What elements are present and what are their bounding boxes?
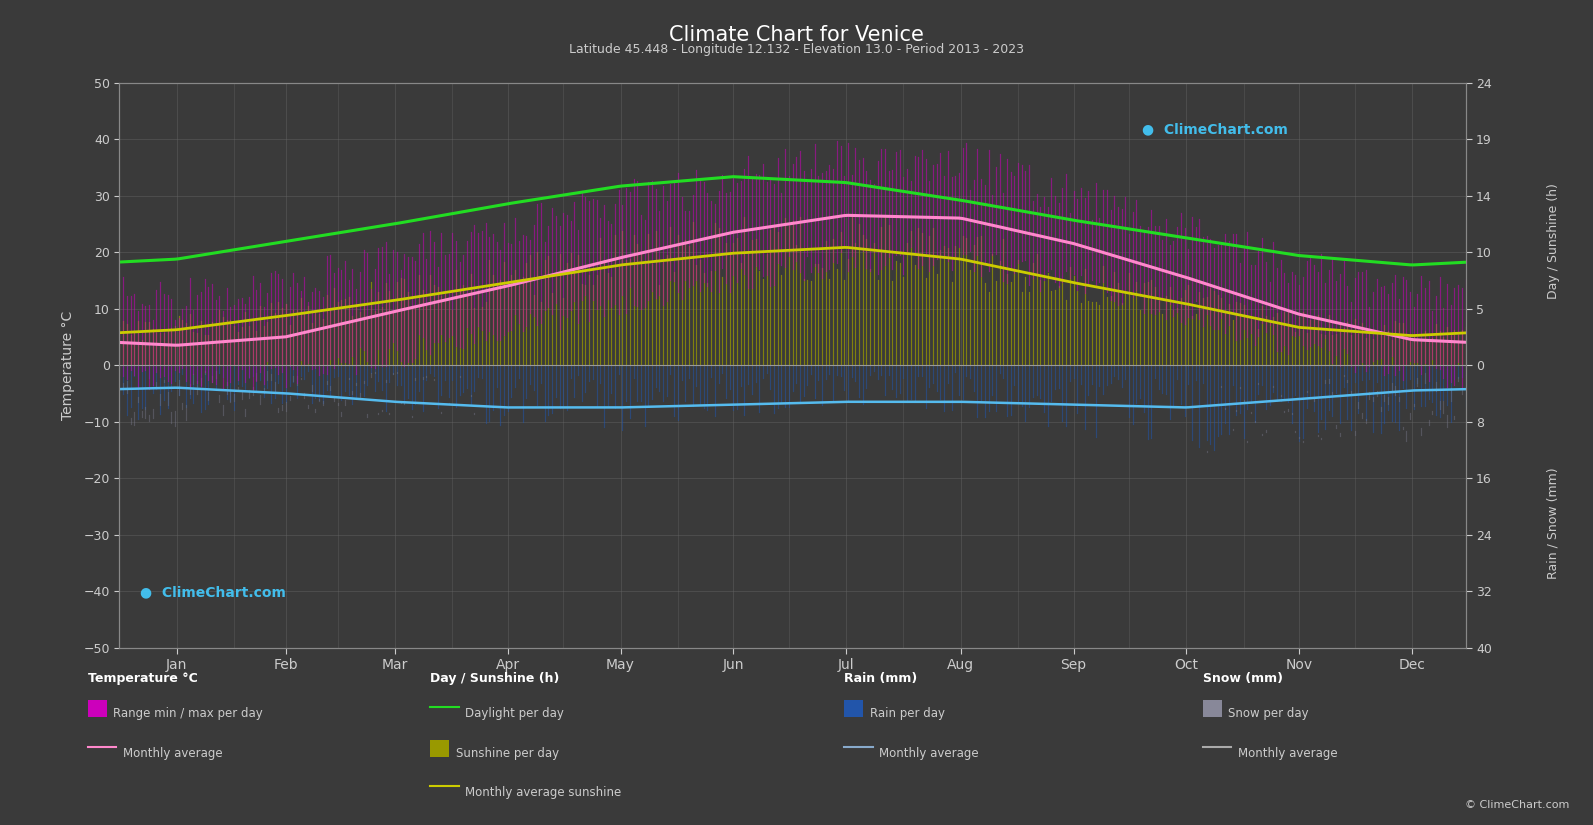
Text: Rain per day: Rain per day	[870, 707, 945, 720]
Text: Temperature °C: Temperature °C	[88, 672, 198, 686]
Text: Daylight per day: Daylight per day	[465, 707, 564, 720]
Text: Rain (mm): Rain (mm)	[844, 672, 918, 686]
Text: Monthly average: Monthly average	[123, 747, 223, 760]
Text: Snow (mm): Snow (mm)	[1203, 672, 1282, 686]
Text: Climate Chart for Venice: Climate Chart for Venice	[669, 25, 924, 45]
Text: Monthly average: Monthly average	[1238, 747, 1338, 760]
Text: © ClimeChart.com: © ClimeChart.com	[1464, 800, 1569, 810]
Text: Day / Sunshine (h): Day / Sunshine (h)	[430, 672, 559, 686]
Text: Day / Sunshine (h): Day / Sunshine (h)	[1547, 183, 1560, 299]
Text: Monthly average: Monthly average	[879, 747, 980, 760]
Text: Rain / Snow (mm): Rain / Snow (mm)	[1547, 468, 1560, 579]
Text: Monthly average sunshine: Monthly average sunshine	[465, 786, 621, 799]
Text: Latitude 45.448 - Longitude 12.132 - Elevation 13.0 - Period 2013 - 2023: Latitude 45.448 - Longitude 12.132 - Ele…	[569, 43, 1024, 56]
Text: ●  ClimeChart.com: ● ClimeChart.com	[1142, 122, 1289, 136]
Text: Sunshine per day: Sunshine per day	[456, 747, 559, 760]
Y-axis label: Temperature °C: Temperature °C	[61, 310, 75, 420]
Text: ●  ClimeChart.com: ● ClimeChart.com	[140, 586, 285, 600]
Text: Snow per day: Snow per day	[1228, 707, 1309, 720]
Text: Range min / max per day: Range min / max per day	[113, 707, 263, 720]
